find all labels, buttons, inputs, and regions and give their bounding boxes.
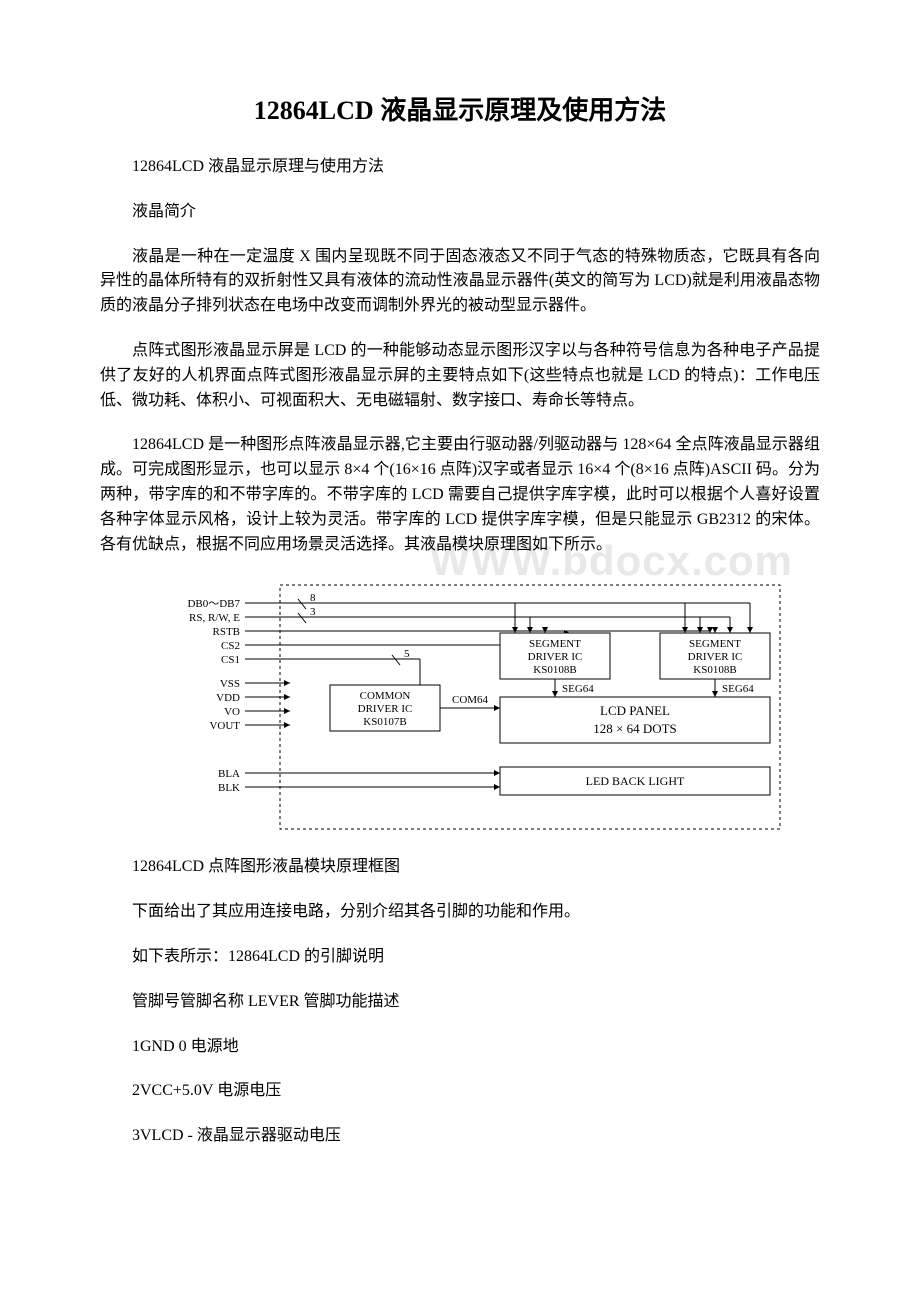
svg-text:CS2: CS2 (221, 640, 240, 652)
svg-text:VOUT: VOUT (209, 720, 240, 732)
paragraph: 下面给出了其应用连接电路，分别介绍其各引脚的功能和作用。 (100, 900, 820, 925)
svg-text:RSTB: RSTB (212, 626, 240, 638)
svg-text:BLA: BLA (218, 768, 240, 780)
paragraph: 点阵式图形液晶显示屏是 LCD 的一种能够动态显示图形汉字以与各种符号信息为各种… (100, 339, 820, 413)
svg-text:KS0108B: KS0108B (693, 664, 736, 676)
svg-text:DRIVER IC: DRIVER IC (528, 651, 583, 663)
svg-text:VDD: VDD (216, 692, 240, 704)
svg-text:SEGMENT: SEGMENT (529, 638, 581, 650)
paragraph: 液晶简介 (100, 200, 820, 225)
svg-text:SEGMENT: SEGMENT (689, 638, 741, 650)
svg-text:8: 8 (310, 592, 316, 604)
svg-text:128 × 64 DOTS: 128 × 64 DOTS (593, 721, 677, 736)
paragraph: 管脚号管脚名称 LEVER 管脚功能描述 (100, 990, 820, 1015)
svg-text:SEG64: SEG64 (562, 683, 594, 695)
svg-text:KS0107B: KS0107B (363, 716, 406, 728)
paragraph: 如下表所示：12864LCD 的引脚说明 (100, 945, 820, 970)
paragraph: 12864LCD 液晶显示原理与使用方法 (100, 155, 820, 180)
document-title: 12864LCD 液晶显示原理及使用方法 (100, 90, 820, 127)
svg-text:DRIVER IC: DRIVER IC (358, 703, 413, 715)
svg-text:COM64: COM64 (452, 694, 489, 706)
paragraph: 3VLCD - 液晶显示器驱动电压 (100, 1124, 820, 1149)
svg-text:3: 3 (310, 606, 316, 618)
svg-text:VSS: VSS (220, 678, 240, 690)
svg-text:KS0108B: KS0108B (533, 664, 576, 676)
svg-text:LED BACK LIGHT: LED BACK LIGHT (586, 774, 685, 788)
paragraph: 2VCC+5.0V 电源电压 (100, 1079, 820, 1104)
paragraph: 1GND 0 电源地 (100, 1035, 820, 1060)
svg-text:5: 5 (404, 648, 410, 660)
signal-labels: DB0～DB7 RS, R/W, E RSTB CS2 CS1 VSS VDD … (187, 598, 240, 794)
svg-text:SEG64: SEG64 (722, 683, 754, 695)
svg-text:RS, R/W, E: RS, R/W, E (189, 612, 240, 624)
block-diagram: DB0～DB7 RS, R/W, E RSTB CS2 CS1 VSS VDD … (100, 577, 820, 837)
paragraph: 12864LCD 是一种图形点阵液晶显示器,它主要由行驱动器/列驱动器与 128… (100, 433, 820, 557)
svg-text:VO: VO (224, 706, 240, 718)
svg-text:LCD PANEL: LCD PANEL (600, 703, 670, 718)
svg-text:BLK: BLK (218, 782, 240, 794)
svg-text:DRIVER IC: DRIVER IC (688, 651, 743, 663)
svg-text:DB0～DB7: DB0～DB7 (187, 598, 240, 610)
svg-text:CS1: CS1 (221, 654, 240, 666)
svg-text:COMMON: COMMON (360, 690, 411, 702)
paragraph: 液晶是一种在一定温度 X 围内呈现既不同于固态液态又不同于气态的特殊物质态，它既… (100, 245, 820, 319)
paragraph: 12864LCD 点阵图形液晶模块原理框图 (100, 855, 820, 880)
